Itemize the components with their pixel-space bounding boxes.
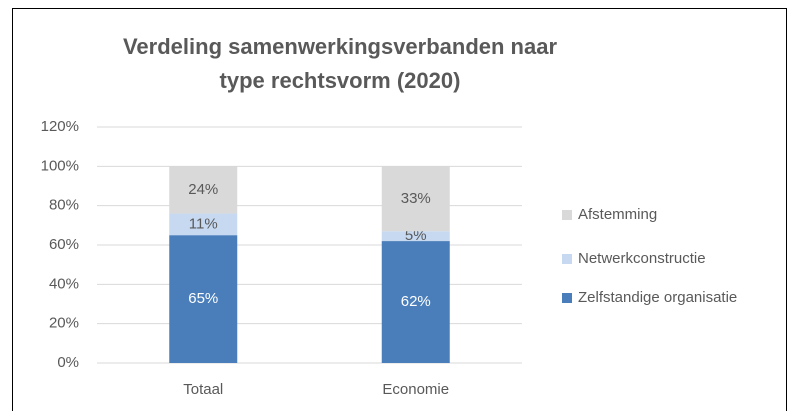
legend-swatch <box>562 210 572 220</box>
y-tick-label: 20% <box>49 315 79 332</box>
y-tick-label: 80% <box>49 197 79 214</box>
legend-label: Afstemming <box>578 206 657 223</box>
bar-segment <box>381 166 450 232</box>
legend-label: Zelfstandige organisatie <box>578 289 737 306</box>
bar-segment <box>381 241 450 363</box>
bar-segment <box>169 235 238 363</box>
legend-label: Netwerkconstructie <box>578 250 706 267</box>
data-label: 65% <box>188 290 218 307</box>
data-label: 5% <box>405 227 427 244</box>
bar-segment <box>169 213 238 236</box>
y-tick-label: 100% <box>41 157 79 174</box>
x-tick-label: Totaal <box>183 381 223 398</box>
y-tick-label: 0% <box>57 354 79 371</box>
bar-segment <box>381 231 450 242</box>
bar-segment <box>169 166 238 214</box>
chart-title: Verdeling samenwerkingsverbanden naar ty… <box>122 34 558 93</box>
x-tick-label: Economie <box>382 381 449 398</box>
chart-border <box>12 8 787 411</box>
legend-swatch <box>562 293 572 303</box>
y-tick-label: 120% <box>41 118 79 135</box>
data-label: 33% <box>401 190 431 207</box>
y-tick-label: 40% <box>49 275 79 292</box>
data-label: 24% <box>188 181 218 198</box>
data-label: 11% <box>189 215 218 232</box>
data-label: 62% <box>401 293 431 310</box>
y-tick-label: 60% <box>49 236 79 253</box>
legend-swatch <box>562 254 572 264</box>
